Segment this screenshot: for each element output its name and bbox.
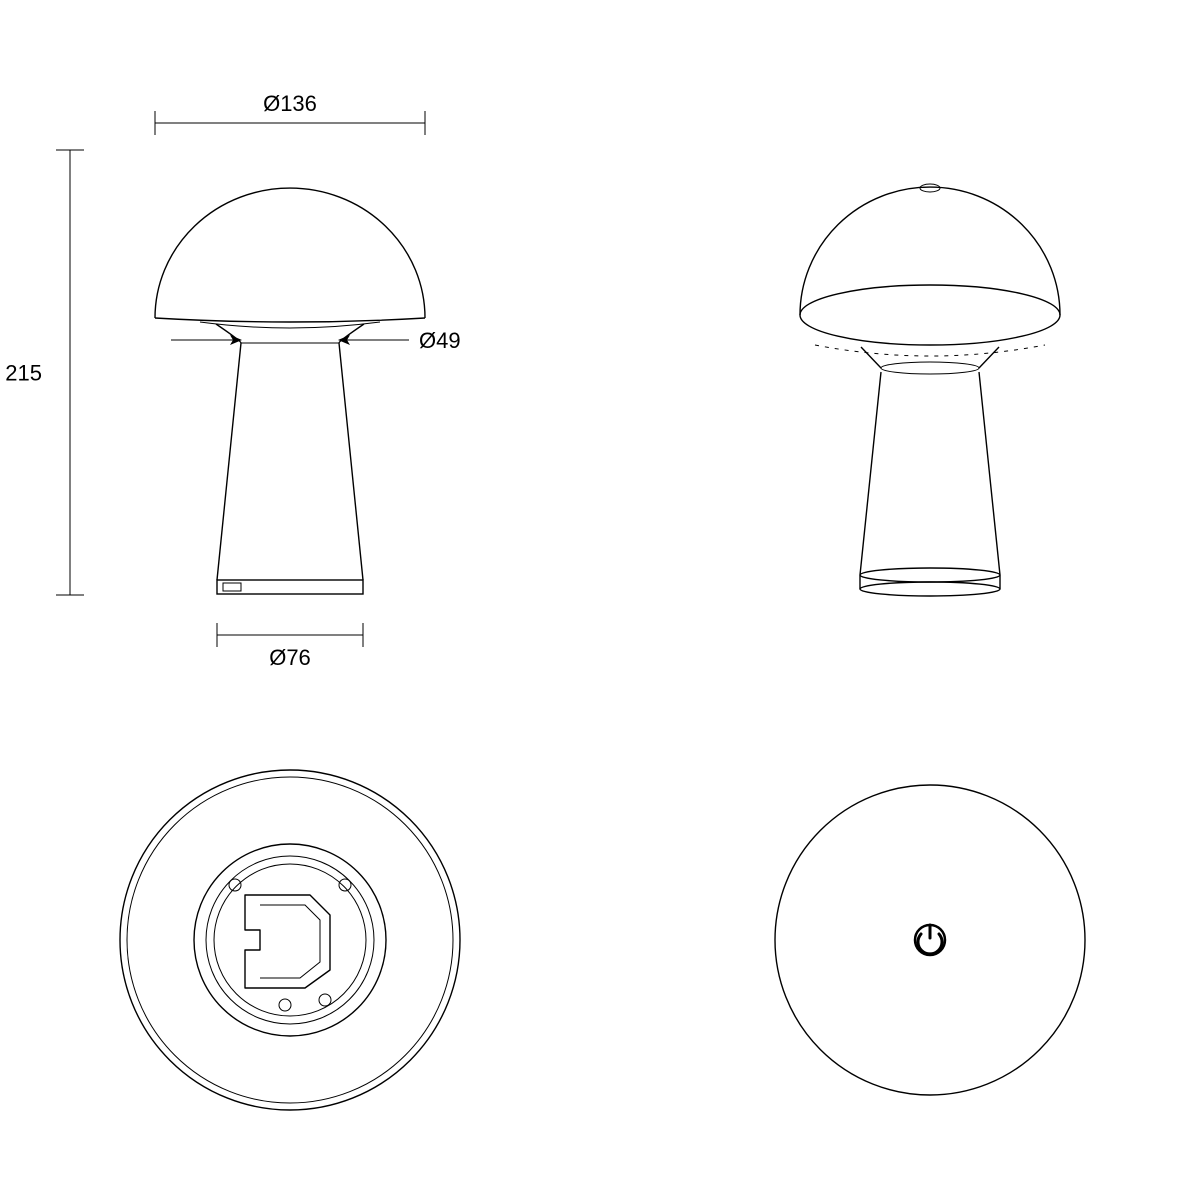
dim-neck-label: Ø49	[419, 328, 461, 353]
technical-drawing: 215 Ø136 Ø49 Ø76	[0, 0, 1200, 1200]
side-elevation	[800, 184, 1060, 596]
front-elevation	[56, 111, 425, 647]
dim-base-label: Ø76	[269, 645, 311, 670]
dim-height-label: 215	[5, 361, 42, 386]
top-view	[775, 785, 1085, 1095]
bottom-view	[120, 770, 460, 1110]
dim-dome-label: Ø136	[263, 91, 317, 116]
